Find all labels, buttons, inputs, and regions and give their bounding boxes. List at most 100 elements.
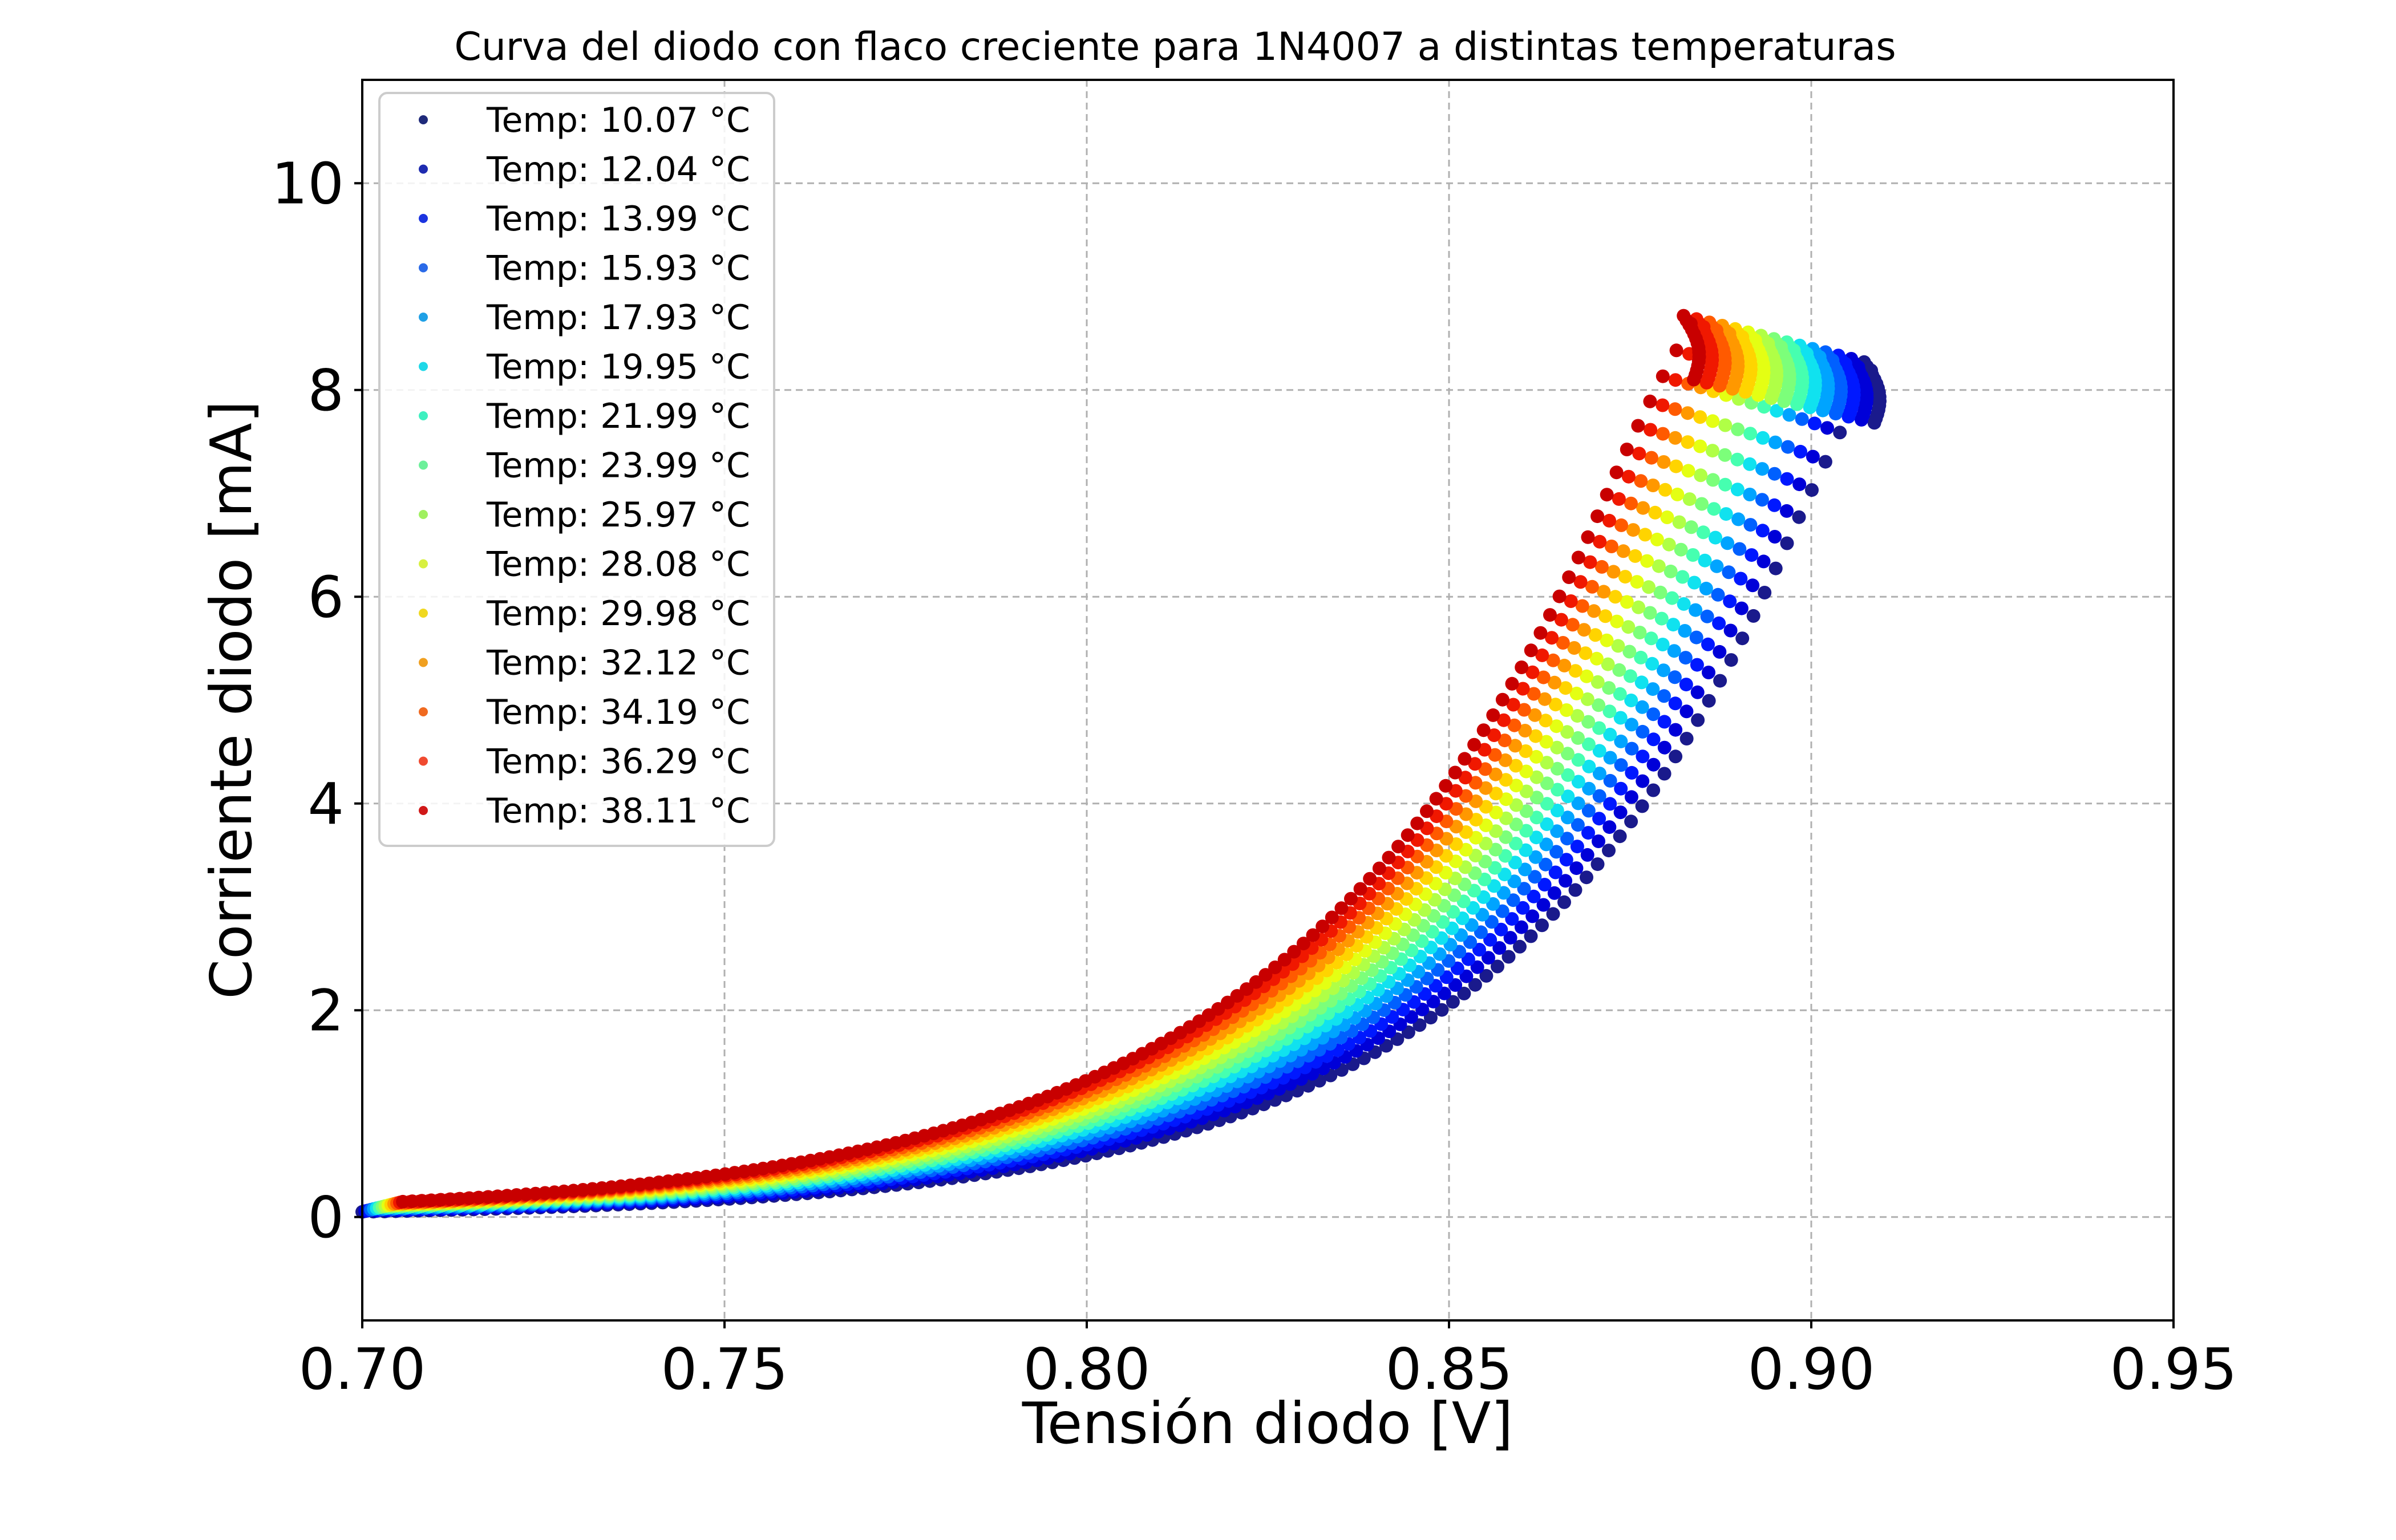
data-point: [1296, 937, 1310, 951]
data-point: [1674, 542, 1688, 557]
data-point: [1613, 829, 1627, 844]
data-point: [1592, 698, 1606, 712]
data-point: [1580, 848, 1594, 862]
data-point: [1668, 402, 1682, 416]
data-point: [1479, 836, 1493, 850]
data-point: [1581, 530, 1595, 544]
data-point: [1756, 554, 1771, 569]
data-point: [1519, 824, 1533, 838]
data-point: [1709, 530, 1722, 545]
legend-label: Temp: 29.98 °C: [486, 594, 750, 634]
y-tick-label: 4: [307, 771, 344, 837]
data-point: [1743, 457, 1757, 471]
data-point: [1420, 804, 1434, 818]
data-point: [1642, 580, 1656, 594]
data-point: [1652, 559, 1666, 573]
legend-marker: [419, 313, 428, 322]
data-point: [1540, 776, 1554, 791]
data-point: [1533, 626, 1548, 640]
data-point: [1768, 435, 1782, 449]
data-point: [1535, 918, 1549, 933]
legend-label: Temp: 34.19 °C: [486, 692, 750, 732]
data-point: [1646, 757, 1661, 772]
data-point: [1372, 861, 1386, 876]
data-point: [1694, 468, 1708, 483]
data-point: [1479, 781, 1493, 795]
data-point: [1620, 595, 1634, 609]
data-point: [1557, 658, 1572, 672]
data-point: [1560, 832, 1574, 846]
data-point: [1743, 518, 1758, 532]
data-point: [1806, 449, 1820, 464]
data-point: [1699, 581, 1713, 595]
data-point: [1529, 770, 1544, 784]
data-point: [1580, 870, 1593, 885]
data-point: [1592, 812, 1606, 826]
data-point: [1487, 728, 1501, 742]
data-point: [1593, 534, 1607, 549]
data-point: [1618, 570, 1632, 584]
data-point: [1634, 675, 1649, 690]
data-point: [1537, 692, 1552, 706]
data-point: [1731, 512, 1746, 526]
data-point: [1344, 891, 1358, 906]
data-point: [1499, 811, 1513, 825]
data-point: [1734, 572, 1748, 586]
data-point: [1519, 764, 1533, 779]
data-point: [1468, 757, 1482, 771]
data-point: [1564, 594, 1578, 608]
data-point: [1613, 711, 1628, 725]
data-point: [1565, 618, 1580, 632]
data-point: [1474, 925, 1488, 939]
data-point: [1249, 975, 1263, 989]
data-point: [1550, 804, 1564, 817]
data-point: [1363, 872, 1377, 886]
data-point: [1458, 752, 1472, 766]
data-point: [1519, 843, 1533, 857]
data-point: [1571, 796, 1585, 810]
data-point: [1833, 425, 1847, 440]
x-tick-label: 0.95: [2110, 1336, 2237, 1403]
data-point: [1571, 753, 1585, 767]
data-point: [1636, 724, 1650, 739]
legend-marker: [419, 164, 428, 174]
data-point: [1621, 469, 1636, 484]
data-point: [1528, 870, 1542, 884]
data-point: [1628, 549, 1642, 563]
y-tick-label: 10: [272, 150, 344, 217]
data-point: [1489, 787, 1503, 801]
data-point: [1612, 492, 1626, 506]
data-point: [1505, 912, 1519, 926]
data-point: [1691, 713, 1705, 727]
data-point: [1549, 719, 1564, 733]
data-point: [1569, 861, 1584, 876]
data-point: [1524, 643, 1538, 658]
data-point: [1316, 919, 1330, 934]
data-point: [1488, 861, 1502, 875]
data-point: [1581, 737, 1596, 751]
data-point: [1487, 879, 1501, 893]
data-point: [1580, 669, 1594, 683]
data-point: [1551, 783, 1565, 797]
data-point: [1539, 735, 1553, 749]
data-point: [1506, 893, 1520, 907]
data-point: [1518, 724, 1532, 737]
data-point: [1630, 575, 1644, 589]
data-point: [1622, 645, 1637, 659]
data-point: [1693, 410, 1707, 424]
data-point: [1614, 781, 1628, 796]
data-point: [1497, 713, 1511, 727]
data-point: [1603, 797, 1617, 811]
data-point: [1509, 779, 1523, 793]
data-point: [1672, 515, 1686, 529]
data-point: [1559, 874, 1573, 888]
data-point: [1571, 550, 1585, 565]
data-point: [1499, 792, 1513, 807]
data-point: [1590, 857, 1605, 872]
data-point: [1548, 865, 1563, 880]
data-point: [1634, 474, 1648, 488]
data-point: [1439, 779, 1453, 793]
data-point: [1540, 817, 1554, 831]
data-point: [1582, 781, 1596, 796]
